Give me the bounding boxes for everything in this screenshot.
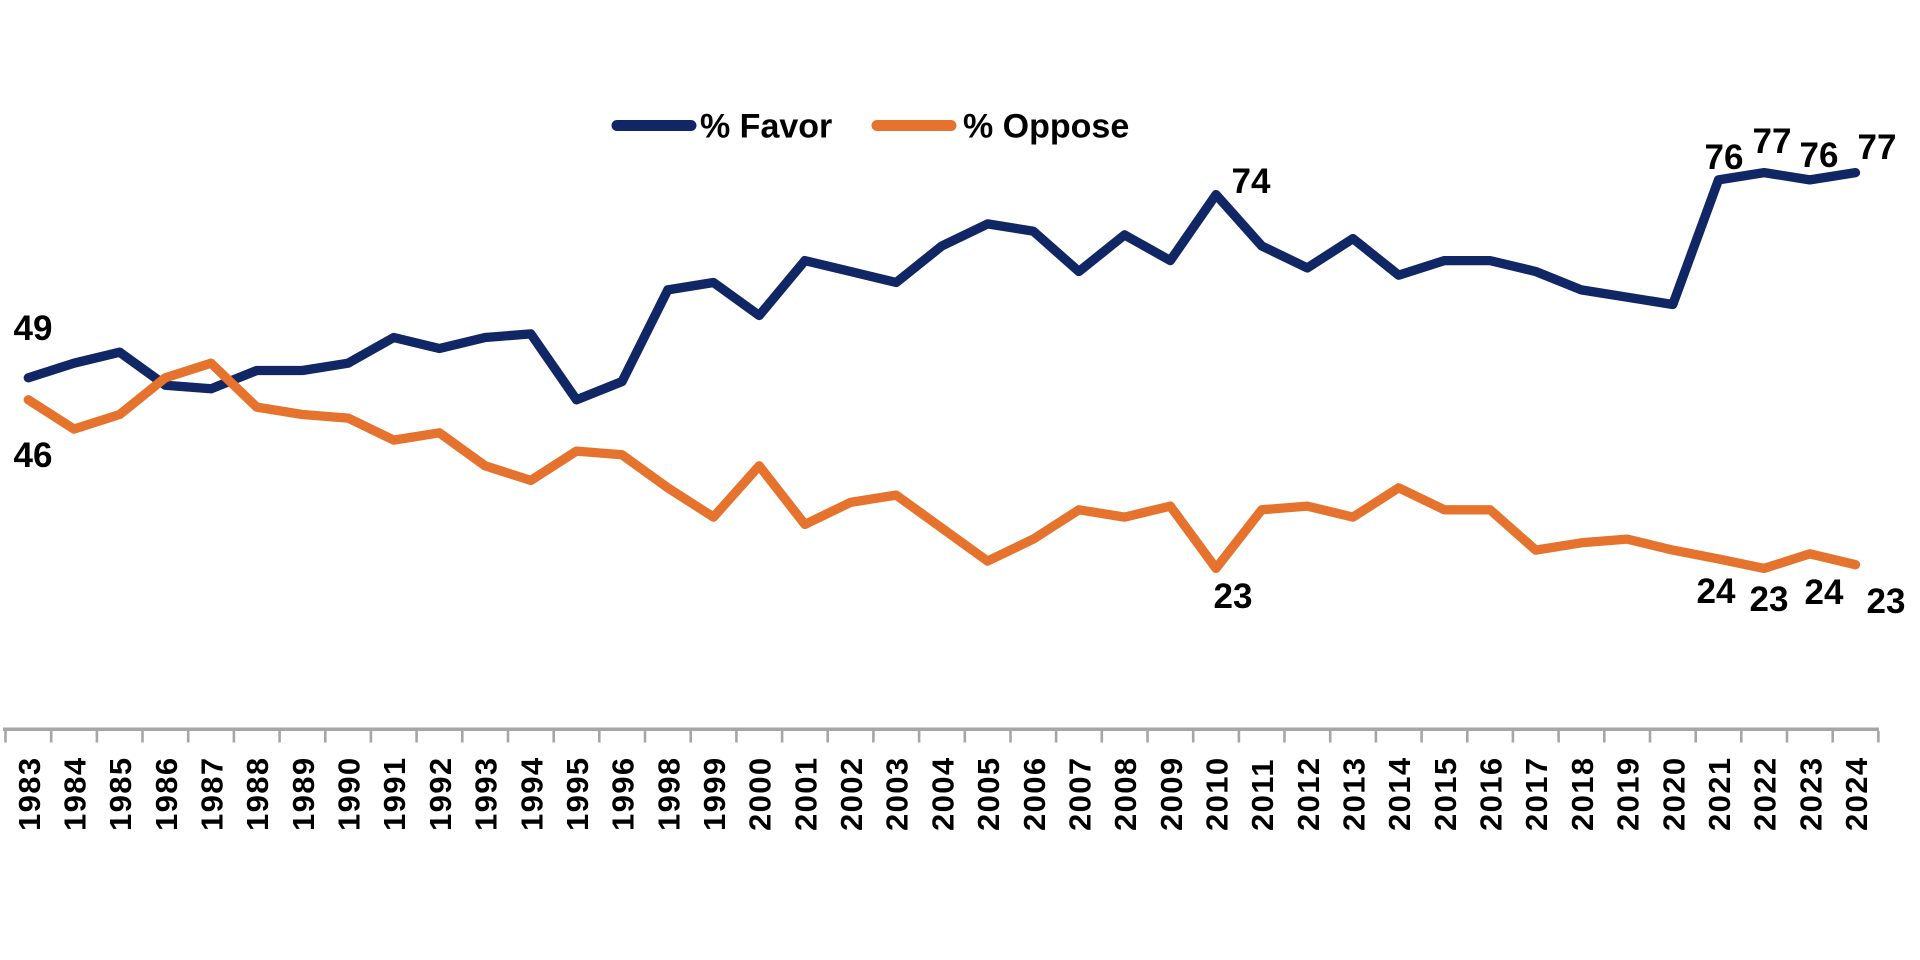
svg-text:2012: 2012 [1291, 756, 1326, 831]
svg-text:2009: 2009 [1154, 756, 1189, 831]
svg-text:23: 23 [1214, 577, 1253, 616]
svg-text:2016: 2016 [1474, 756, 1509, 831]
svg-text:77: 77 [1753, 122, 1792, 161]
svg-text:24: 24 [1697, 572, 1736, 611]
svg-text:1985: 1985 [103, 756, 138, 831]
svg-text:76: 76 [1800, 136, 1839, 175]
svg-text:1988: 1988 [240, 756, 275, 831]
svg-text:2019: 2019 [1611, 756, 1646, 831]
svg-text:2008: 2008 [1108, 756, 1143, 831]
svg-text:2005: 2005 [971, 756, 1006, 831]
svg-text:2022: 2022 [1748, 756, 1783, 831]
svg-text:2006: 2006 [1017, 756, 1052, 831]
svg-text:2001: 2001 [788, 756, 823, 831]
svg-text:2020: 2020 [1656, 756, 1691, 831]
svg-text:2015: 2015 [1428, 756, 1463, 831]
svg-text:2024: 2024 [1839, 756, 1874, 831]
svg-text:1984: 1984 [58, 756, 93, 831]
svg-text:1998: 1998 [651, 756, 686, 831]
svg-text:77: 77 [1858, 128, 1897, 167]
svg-text:24: 24 [1805, 573, 1844, 612]
svg-text:2014: 2014 [1382, 756, 1417, 831]
svg-text:2003: 2003 [880, 756, 915, 831]
svg-text:1983: 1983 [12, 756, 47, 831]
svg-text:1986: 1986 [149, 756, 184, 831]
svg-text:74: 74 [1232, 162, 1271, 201]
svg-text:1999: 1999 [697, 756, 732, 831]
svg-text:2007: 2007 [1062, 756, 1097, 831]
svg-text:1996: 1996 [606, 756, 641, 831]
svg-text:2000: 2000 [743, 756, 778, 831]
svg-text:% Favor: % Favor [700, 108, 832, 146]
svg-text:2013: 2013 [1337, 756, 1372, 831]
svg-text:2021: 2021 [1702, 756, 1737, 831]
svg-text:1993: 1993 [469, 756, 504, 831]
svg-text:76: 76 [1705, 138, 1744, 177]
svg-text:% Oppose: % Oppose [963, 108, 1129, 146]
svg-text:49: 49 [14, 309, 53, 348]
svg-text:1989: 1989 [286, 756, 321, 831]
svg-text:2002: 2002 [834, 756, 869, 831]
svg-text:2011: 2011 [1245, 758, 1280, 831]
svg-text:2004: 2004 [925, 756, 960, 831]
svg-text:1992: 1992 [423, 756, 458, 831]
svg-text:1991: 1991 [377, 756, 412, 831]
svg-text:1990: 1990 [332, 756, 367, 831]
svg-text:2023: 2023 [1793, 756, 1828, 831]
svg-text:23: 23 [1867, 582, 1906, 621]
svg-text:2010: 2010 [1200, 756, 1235, 831]
svg-text:2017: 2017 [1519, 756, 1554, 831]
svg-text:1987: 1987 [195, 756, 230, 831]
svg-text:23: 23 [1750, 580, 1789, 619]
svg-text:2018: 2018 [1565, 756, 1600, 831]
svg-text:1995: 1995 [560, 756, 595, 831]
svg-text:1994: 1994 [514, 756, 549, 831]
svg-text:46: 46 [14, 436, 53, 475]
